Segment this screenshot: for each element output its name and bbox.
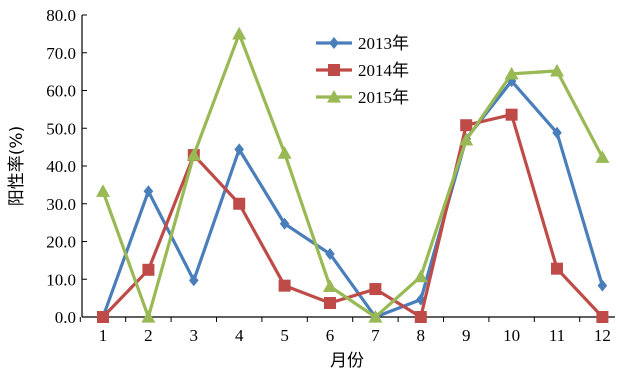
y-tick-label: 50.0 — [46, 119, 76, 138]
series-3 — [96, 26, 610, 323]
x-tick-label: 4 — [235, 326, 244, 345]
data-point — [595, 150, 610, 163]
data-point — [596, 311, 609, 323]
data-point — [97, 311, 109, 323]
data-point — [368, 310, 383, 323]
data-point — [189, 274, 199, 287]
data-point — [278, 279, 291, 292]
x-tick-label: 3 — [190, 326, 199, 345]
series-2 — [97, 108, 609, 323]
y-tick-label: 0.0 — [55, 308, 76, 327]
x-tick-label: 7 — [371, 326, 380, 345]
data-point — [233, 197, 246, 210]
series-1 — [98, 75, 608, 323]
data-point — [141, 310, 156, 323]
data-point — [234, 143, 244, 156]
series-line — [101, 79, 604, 319]
data-point — [324, 297, 336, 310]
data-point — [460, 119, 473, 132]
legend-swatch-marker — [328, 64, 340, 76]
x-tick-label: 1 — [99, 326, 108, 345]
x-tick-label: 10 — [503, 326, 520, 345]
data-point — [550, 63, 564, 77]
data-point — [232, 26, 247, 40]
data-point — [505, 108, 518, 121]
x-tick-label: 11 — [549, 326, 565, 345]
data-point — [96, 184, 110, 197]
series-line — [101, 32, 604, 319]
data-point — [323, 279, 337, 293]
legend-label: 2015年 — [358, 88, 409, 107]
x-tick-label: 8 — [417, 326, 426, 345]
x-tick-label: 12 — [594, 326, 611, 345]
data-point — [459, 132, 474, 146]
data-point — [325, 247, 335, 260]
legend-swatch-marker — [327, 90, 341, 103]
y-axis-title: 阳性率(%) — [7, 126, 27, 206]
series-line — [101, 113, 604, 319]
data-point — [279, 217, 290, 230]
data-point — [416, 293, 426, 306]
data-point — [551, 262, 563, 275]
y-tick-label: 40.0 — [46, 157, 76, 176]
x-axis-title: 月份 — [330, 351, 364, 371]
data-point — [597, 279, 608, 292]
legend-item-1: 2013年 — [316, 34, 409, 53]
y-tick-label: 60.0 — [46, 82, 76, 101]
data-point — [143, 185, 154, 198]
data-point — [414, 311, 427, 323]
data-point — [277, 146, 292, 159]
legend-item-2: 2014年 — [316, 61, 409, 80]
y-tick-label: 30.0 — [46, 195, 76, 214]
series-layer — [96, 26, 610, 323]
axes: 0.010.020.030.040.050.060.070.080.01 2 3 4 5… — [46, 6, 615, 345]
x-tick-label: 9 — [462, 326, 471, 345]
y-tick-label: 20.0 — [46, 233, 76, 252]
legend-label: 2014年 — [358, 61, 409, 80]
y-tick-label: 80.0 — [46, 6, 76, 25]
legend-swatch-marker — [329, 37, 339, 49]
legend-item-3: 2015年 — [316, 88, 409, 107]
legend: 2013年 2014年 2015年 — [316, 34, 409, 107]
x-tick-label: 5 — [280, 326, 289, 345]
legend-label: 2013年 — [358, 34, 409, 53]
x-tick-label: 2 — [144, 326, 153, 345]
data-point — [142, 263, 155, 276]
data-point — [413, 269, 428, 283]
y-tick-label: 10.0 — [46, 270, 76, 289]
data-point — [186, 148, 201, 161]
data-point — [504, 66, 519, 80]
x-tick-label: 6 — [326, 326, 335, 345]
y-tick-label: 70.0 — [46, 44, 76, 63]
data-point — [369, 283, 382, 296]
data-point — [552, 126, 562, 139]
